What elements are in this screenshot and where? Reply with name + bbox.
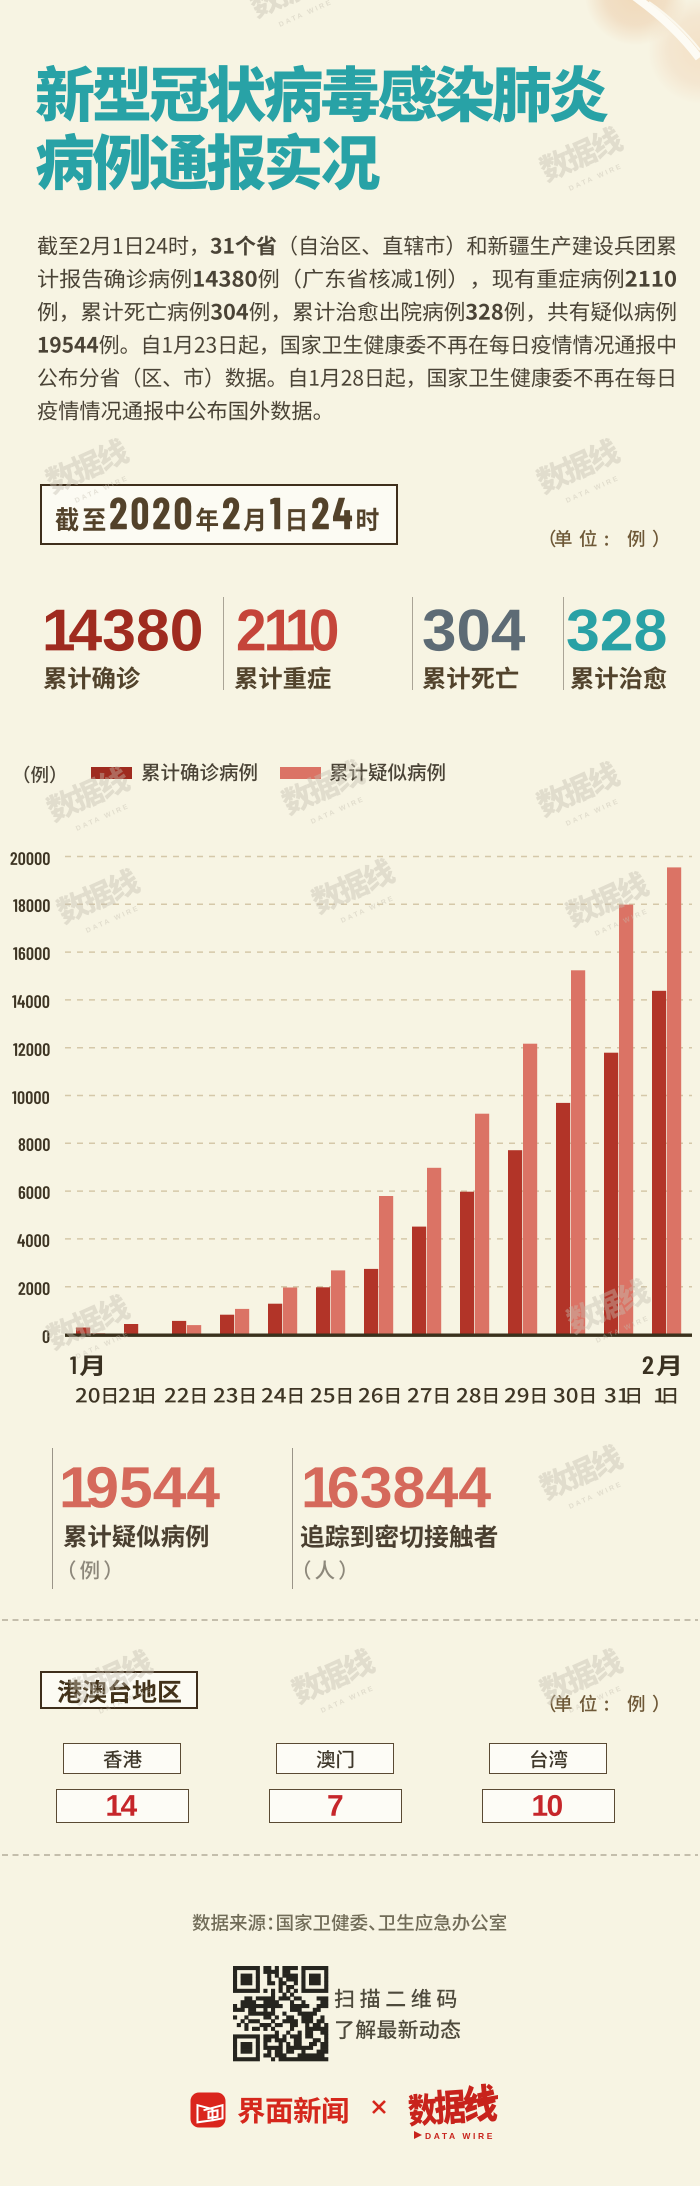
svg-text:DATA WIRE: DATA WIRE [425,2131,495,2141]
